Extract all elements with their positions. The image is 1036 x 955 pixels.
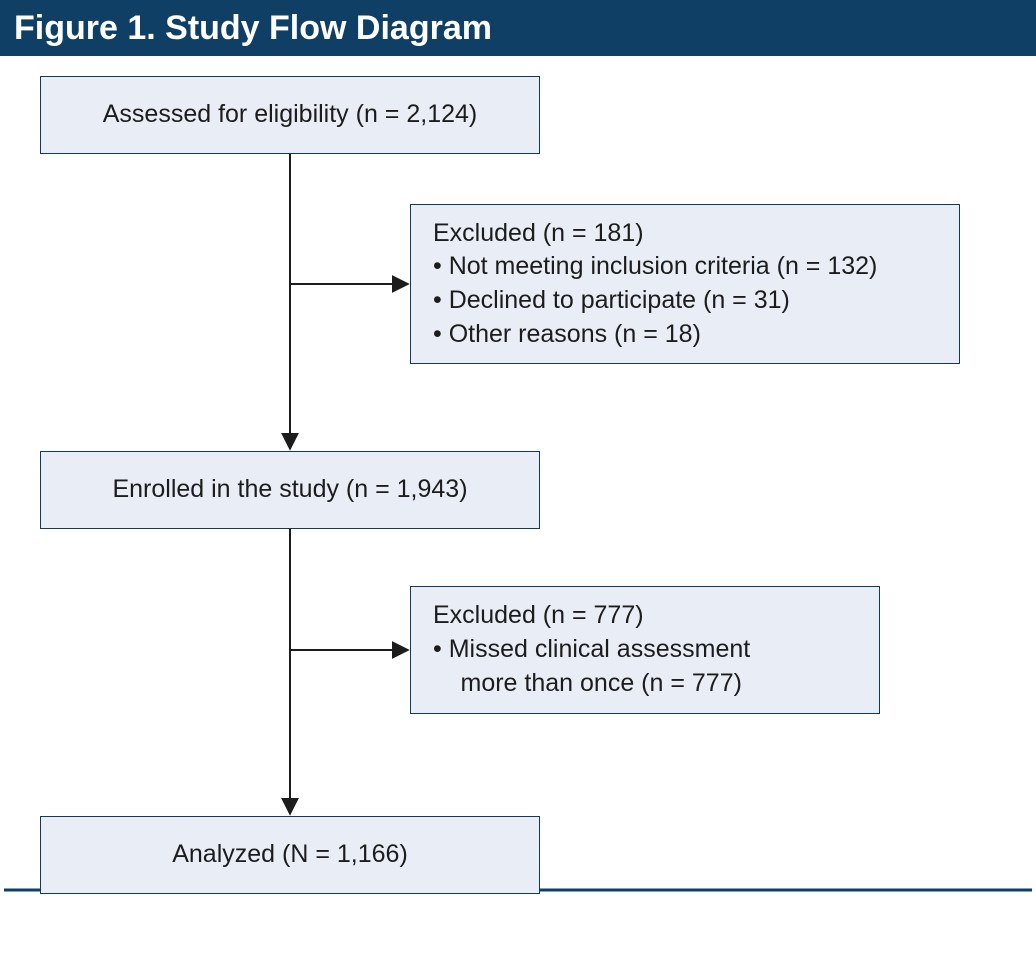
node-analyzed-label: Analyzed (N = 1,166): [150, 824, 430, 886]
node-enrolled-label: Enrolled in the study (n = 1,943): [90, 459, 489, 521]
flow-canvas: Assessed for eligibility (n = 2,124) Exc…: [0, 56, 1036, 955]
node-excluded-1-bullet: Other reasons (n = 18): [433, 318, 877, 352]
node-excluded-1-bullet: Declined to participate (n = 31): [433, 284, 877, 318]
node-excluded-1-content: Excluded (n = 181)Not meeting inclusion …: [411, 203, 899, 366]
node-excluded-1-header: Excluded (n = 181): [433, 217, 877, 251]
figure-container: Figure 1. Study Flow Diagram Assessed fo…: [0, 0, 1036, 955]
node-excluded-1-bullet: Not meeting inclusion criteria (n = 132): [433, 250, 877, 284]
node-assessed-label: Assessed for eligibility (n = 2,124): [81, 84, 500, 146]
node-enrolled: Enrolled in the study (n = 1,943): [40, 451, 540, 529]
node-analyzed: Analyzed (N = 1,166): [40, 816, 540, 894]
node-assessed: Assessed for eligibility (n = 2,124): [40, 76, 540, 154]
node-excluded-2-content: Excluded (n = 777)Missed clinical assess…: [411, 585, 772, 714]
node-excluded-2: Excluded (n = 777)Missed clinical assess…: [410, 586, 880, 714]
node-excluded-2-bullet: Missed clinical assessment: [433, 633, 750, 667]
node-excluded-2-header: Excluded (n = 777): [433, 599, 750, 633]
figure-title-bar: Figure 1. Study Flow Diagram: [0, 0, 1036, 56]
node-excluded-1: Excluded (n = 181)Not meeting inclusion …: [410, 204, 960, 364]
node-excluded-2-bullet-cont: more than once (n = 777): [433, 667, 750, 701]
figure-title: Figure 1. Study Flow Diagram: [14, 9, 492, 47]
